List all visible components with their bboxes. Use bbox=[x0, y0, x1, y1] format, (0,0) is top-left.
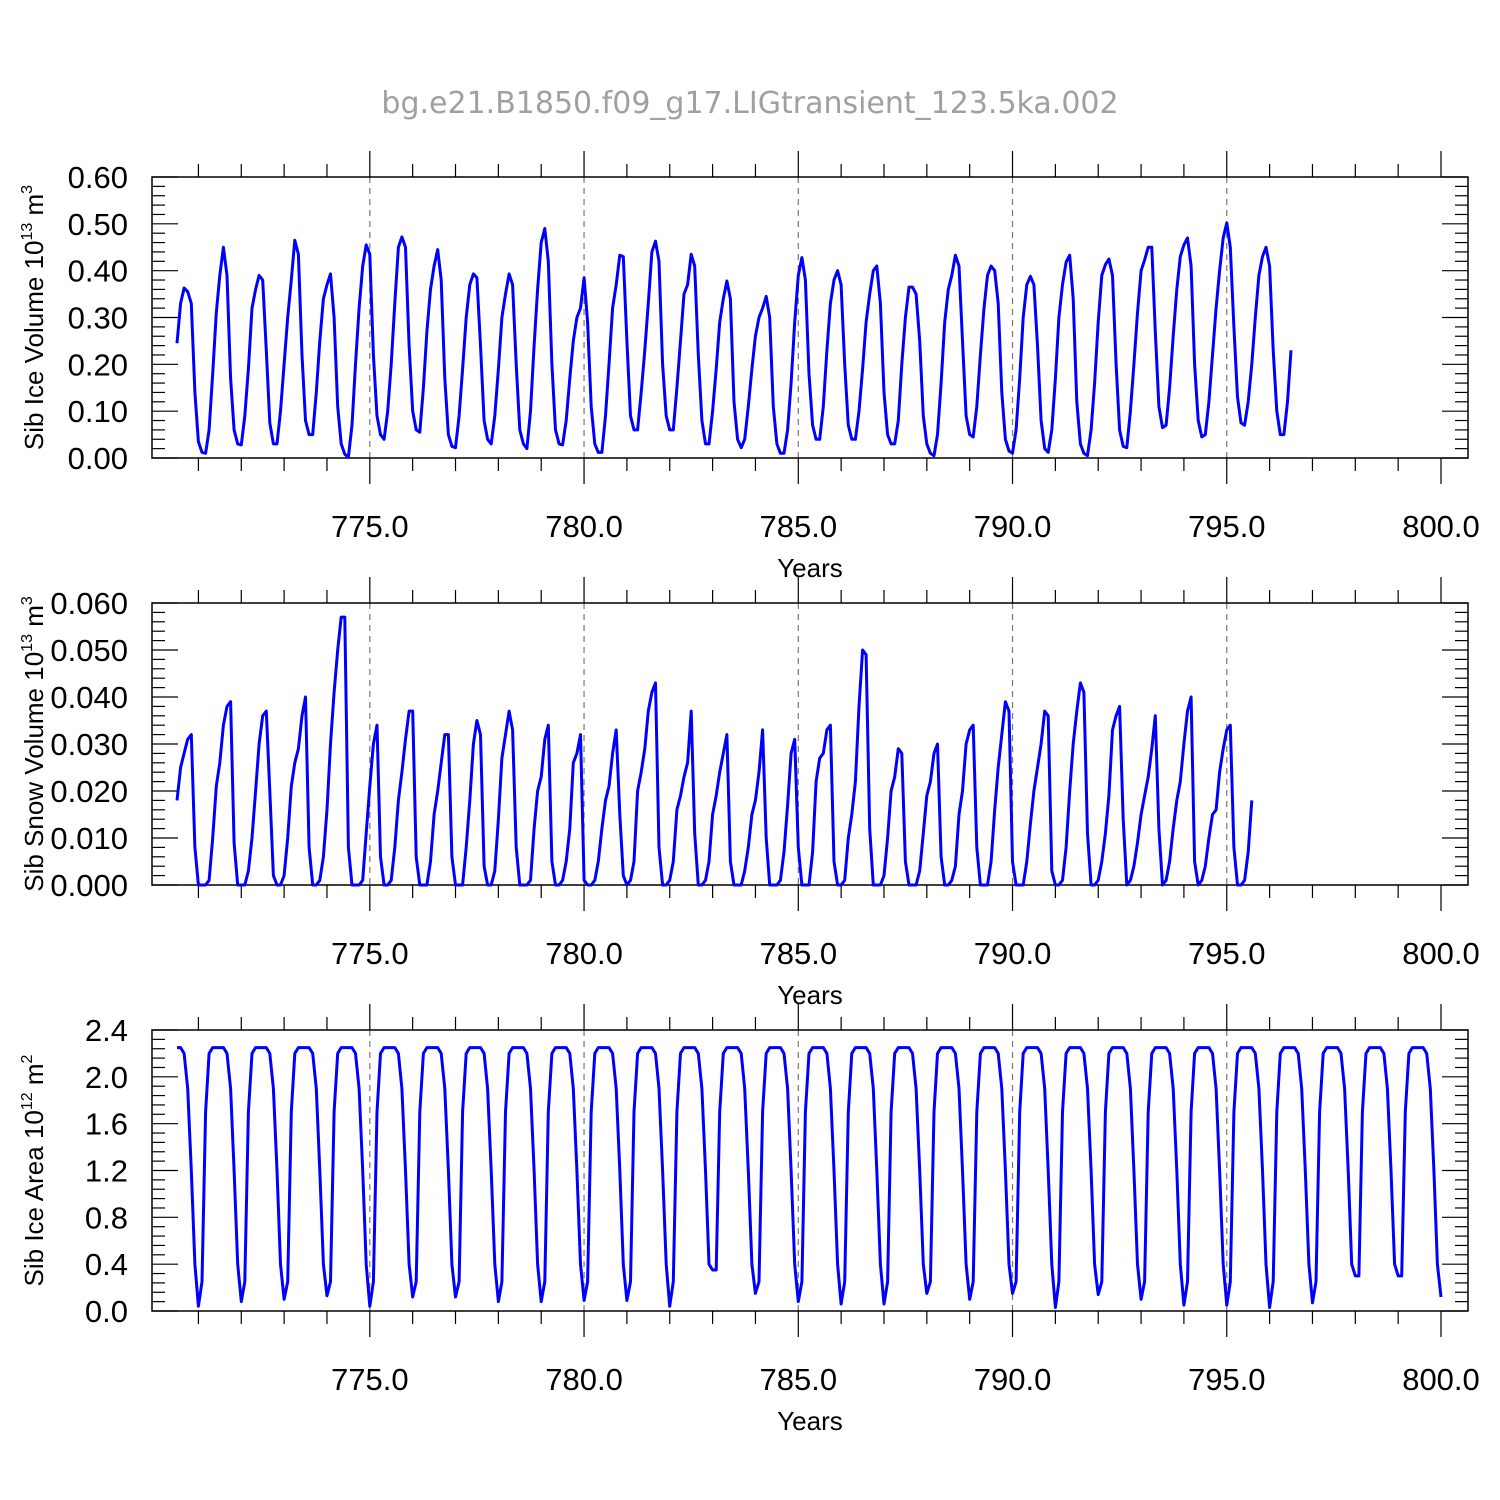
y-tick-label: 0.050 bbox=[50, 633, 128, 668]
x-axis-label: Years bbox=[777, 553, 843, 583]
series-line bbox=[175, 615, 1254, 887]
y-tick-label: 1.2 bbox=[85, 1154, 128, 1189]
plot-frame bbox=[151, 1029, 1469, 1312]
y-tick-label: 0.060 bbox=[50, 586, 128, 621]
y-tick-label: 0.50 bbox=[68, 207, 128, 242]
y-tick-label: 0.40 bbox=[68, 254, 128, 289]
y-tick-label: 0.20 bbox=[68, 347, 128, 382]
y-axis-label: Sib Ice Area 1012 m2 bbox=[19, 1054, 49, 1286]
x-axis-label: Years bbox=[777, 980, 843, 1010]
x-tick-label: 785.0 bbox=[759, 509, 837, 544]
x-tick-label: 780.0 bbox=[545, 936, 623, 971]
x-tick-label: 800.0 bbox=[1402, 509, 1480, 544]
panel-2: 0.000 0.010 0.020 0.030 0.040 0.050 0.060 775.0… bbox=[19, 577, 1480, 1010]
y-tick-label: 0.00 bbox=[68, 441, 128, 476]
y-tick-label: 0.010 bbox=[50, 821, 128, 856]
y-tick-label: 0.60 bbox=[68, 160, 128, 195]
y-tick-label: 0.4 bbox=[85, 1247, 128, 1282]
x-axis-label: Years bbox=[777, 1406, 843, 1436]
x-tick-label: 785.0 bbox=[759, 936, 837, 971]
y-tick-label: 0.040 bbox=[50, 680, 128, 715]
y-axis-label: Sib Snow Volume 1013 m3 bbox=[19, 596, 49, 892]
x-tick-label: 780.0 bbox=[545, 1362, 623, 1397]
x-tick-label: 800.0 bbox=[1402, 936, 1480, 971]
x-tick-label: 780.0 bbox=[545, 509, 623, 544]
y-tick-label: 2.4 bbox=[85, 1013, 128, 1048]
x-tick-label: 800.0 bbox=[1402, 1362, 1480, 1397]
y-tick-label: 0.0 bbox=[85, 1294, 128, 1329]
chart-title: bg.e21.B1850.f09_g17.LIGtransient_123.5k… bbox=[381, 86, 1118, 121]
series-line bbox=[177, 1046, 1443, 1309]
y-tick-label: 0.000 bbox=[50, 868, 128, 903]
y-axis-label: Sib Ice Volume 1013 m3 bbox=[19, 185, 49, 450]
series-line bbox=[175, 221, 1293, 459]
x-tick-label: 775.0 bbox=[331, 509, 409, 544]
y-tick-label: 2.0 bbox=[85, 1060, 128, 1095]
y-tick-label: 0.8 bbox=[85, 1200, 128, 1235]
x-tick-label: 790.0 bbox=[974, 936, 1052, 971]
y-tick-label: 0.020 bbox=[50, 774, 128, 809]
x-tick-label: 775.0 bbox=[331, 1362, 409, 1397]
panel-3: 0.0 0.4 0.8 1.2 1.6 2.0 2.4 775.0 780.0 785.0 790.… bbox=[19, 1004, 1480, 1436]
x-tick-label: 775.0 bbox=[331, 936, 409, 971]
panels: 0.00 0.10 0.20 0.30 0.40 0.50 0.60 775.0 780.0 78… bbox=[19, 151, 1480, 1436]
y-tick-label: 0.30 bbox=[68, 301, 128, 336]
panel-1: 0.00 0.10 0.20 0.30 0.40 0.50 0.60 775.0 780.0 78… bbox=[19, 151, 1480, 583]
x-tick-label: 790.0 bbox=[974, 1362, 1052, 1397]
x-tick-label: 795.0 bbox=[1188, 1362, 1266, 1397]
x-tick-label: 795.0 bbox=[1188, 936, 1266, 971]
x-tick-label: 795.0 bbox=[1188, 509, 1266, 544]
y-tick-label: 0.030 bbox=[50, 727, 128, 762]
y-tick-label: 1.6 bbox=[85, 1107, 128, 1142]
x-tick-label: 785.0 bbox=[759, 1362, 837, 1397]
x-tick-label: 790.0 bbox=[974, 509, 1052, 544]
y-tick-label: 0.10 bbox=[68, 394, 128, 429]
